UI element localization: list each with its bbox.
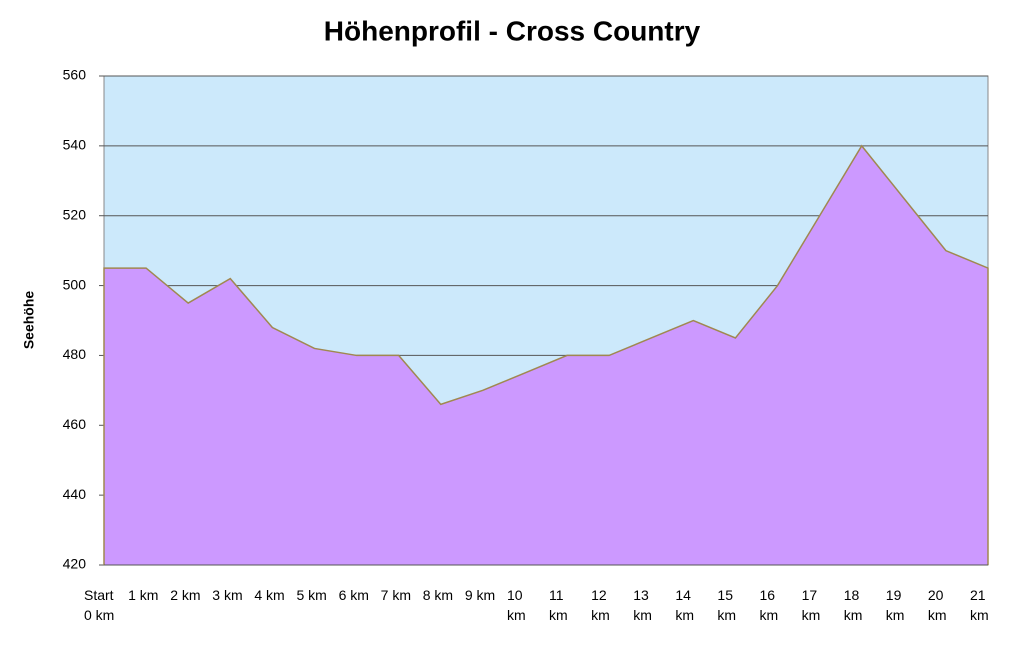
x-tick-label: 2 km (170, 587, 201, 603)
x-tick-label: 9 km (464, 587, 496, 603)
x-tick-label: 14 km (675, 587, 694, 623)
x-tick-label: 15 km (717, 587, 737, 623)
x-tick-label: 7 km (380, 587, 411, 603)
x-tick-label: 6 km (338, 587, 369, 603)
y-tick-label: 440 (63, 486, 87, 502)
x-tick-label: 21 km (970, 587, 989, 623)
x-tick-label: 5 km (296, 587, 327, 603)
x-tick-label: 8 km (422, 587, 454, 603)
y-tick-label: 420 (63, 556, 87, 572)
x-tick-label: 19 km (885, 587, 905, 623)
x-tick-label: 11 km (549, 587, 568, 623)
y-axis-label: Seehöhe (21, 291, 37, 350)
y-tick-label: 520 (63, 206, 87, 222)
x-tick-label: 12 km (591, 587, 610, 623)
y-tick-label: 500 (63, 276, 87, 292)
y-tick-label: 480 (63, 346, 87, 362)
x-tick-label: 20 km (927, 587, 947, 623)
x-tick-label: 4 km (254, 587, 285, 603)
chart-title: Höhenprofil - Cross Country (324, 15, 701, 46)
x-tick-label: 16 km (759, 587, 779, 623)
x-tick-label: Start 0 km (84, 587, 115, 623)
x-tick-label: 1 km (128, 587, 159, 603)
x-tick-label: 10 km (506, 587, 526, 623)
x-tick-label: 18 km (843, 587, 863, 623)
x-tick-label: 3 km (212, 587, 243, 603)
y-tick-label: 540 (63, 137, 87, 153)
x-tick-label: 13 km (633, 587, 652, 623)
y-tick-label: 460 (63, 416, 87, 432)
x-tick-label: 17 km (801, 587, 821, 623)
y-tick-label: 560 (63, 67, 87, 83)
area-fill (104, 145, 988, 565)
area-line (103, 144, 989, 565)
